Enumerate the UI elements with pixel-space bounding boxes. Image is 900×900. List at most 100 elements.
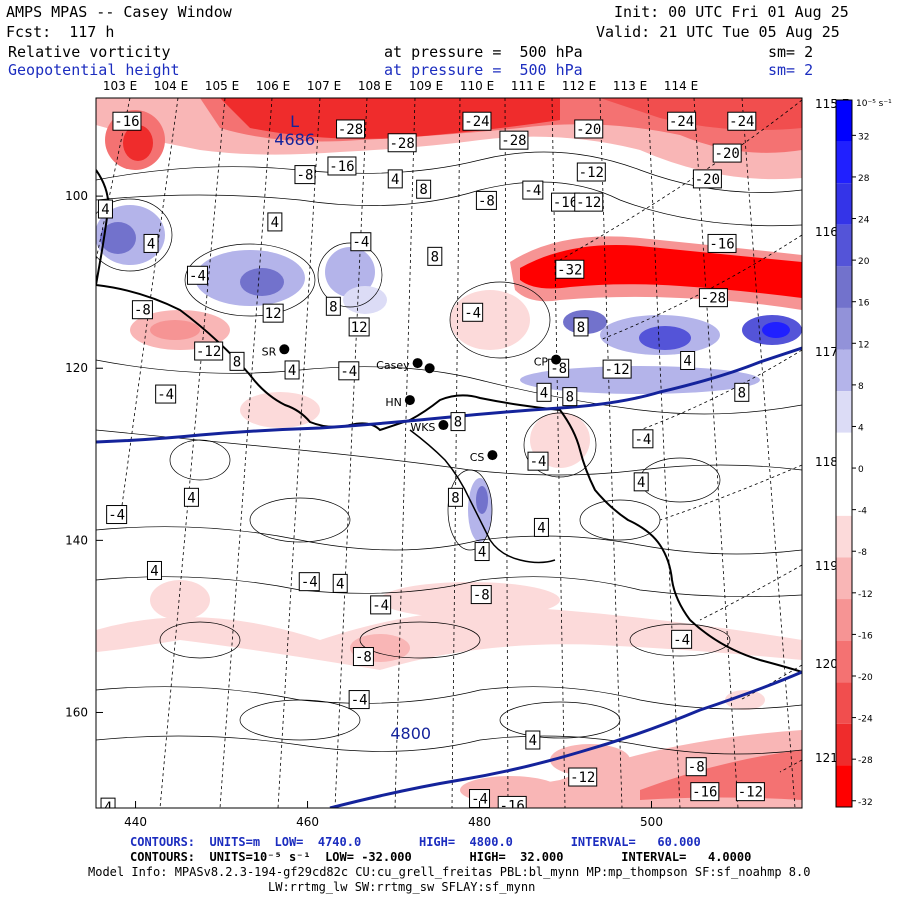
model-info-2: LW:rrtmg_lw SW:rrtmg_sw SFLAY:sf_mynn — [268, 880, 536, 894]
colorbar-label: -32 — [858, 798, 873, 808]
contour-label: -4 — [186, 265, 208, 285]
svg-text:-4: -4 — [189, 268, 206, 284]
plot-title: AMPS MPAS -- Casey Window — [6, 3, 232, 21]
y-tick-label: 100 — [65, 189, 88, 203]
field2-smoothing: sm= 2 — [768, 61, 814, 79]
colorbar-label: 16 — [858, 299, 870, 309]
contour-label: -4 — [462, 302, 484, 322]
svg-text:4: 4 — [537, 520, 545, 536]
svg-text:-8: -8 — [688, 760, 705, 776]
contour-label: -4 — [348, 690, 370, 710]
svg-text:4: 4 — [288, 363, 296, 379]
height-contour-4800 — [329, 670, 802, 808]
svg-text:4: 4 — [637, 475, 645, 491]
svg-text:-4: -4 — [157, 387, 174, 403]
colorbar-segment — [836, 141, 852, 184]
svg-text:-32: -32 — [557, 262, 582, 278]
x-tick-label: 460 — [296, 815, 319, 829]
svg-text:-16: -16 — [500, 798, 525, 814]
contour-label: -16 — [112, 111, 142, 131]
svg-text:-4: -4 — [524, 183, 541, 199]
colorbar-label: -8 — [858, 548, 867, 558]
svg-text:4: 4 — [104, 800, 112, 816]
contour-label: -4 — [155, 384, 177, 404]
colorbar-segment — [836, 100, 852, 142]
contour-label: 4 — [97, 199, 113, 219]
svg-text:-16: -16 — [553, 195, 578, 211]
contour-label: 4 — [284, 360, 300, 380]
vorticity-contours — [96, 151, 802, 755]
inner-coastline — [409, 429, 556, 564]
contour-label: 8 — [416, 179, 432, 199]
svg-text:4: 4 — [683, 353, 691, 369]
contour-label: -12 — [602, 359, 632, 379]
colorbar-label: 0 — [858, 465, 864, 475]
svg-text:-16: -16 — [329, 159, 354, 175]
colorbar-segment — [836, 515, 852, 558]
svg-text:-16: -16 — [709, 236, 734, 252]
contour-label: -4 — [350, 232, 372, 252]
colorbar-label: -20 — [858, 673, 873, 683]
contour-label: -20 — [574, 119, 604, 139]
contour-label: 12 — [262, 303, 284, 323]
contour-label: -4 — [527, 451, 549, 471]
x-tick-label: 500 — [640, 815, 663, 829]
top-lon-label: 110 E — [460, 79, 494, 93]
contour-label: -16 — [707, 233, 737, 253]
top-lon-label: 107 E — [307, 79, 341, 93]
svg-text:8: 8 — [454, 415, 462, 431]
station-marker: CS — [470, 450, 498, 464]
model-info-1: Model Info: MPASv8.2.3-194-gf29cd82c CU:… — [88, 865, 811, 879]
svg-text:-4: -4 — [634, 432, 651, 448]
contour-label: 8 — [229, 351, 245, 371]
field2-level: at pressure = 500 hPa — [384, 61, 583, 79]
colorbar-label: -12 — [858, 590, 873, 600]
contour-label: -4 — [522, 180, 544, 200]
svg-text:-28: -28 — [501, 133, 526, 149]
field1-name: Relative vorticity — [8, 43, 171, 61]
svg-text:8: 8 — [233, 354, 241, 370]
init-time: Init: 00 UTC Fri 01 Aug 25 — [614, 3, 849, 21]
contour-label: 4 — [146, 560, 162, 580]
svg-text:8: 8 — [566, 390, 574, 406]
top-lon-label: 111 E — [511, 79, 545, 93]
colorbar-label: 32 — [858, 132, 869, 142]
colorbar-label: -4 — [858, 507, 867, 517]
svg-text:-24: -24 — [729, 114, 754, 130]
contour-label: -12 — [576, 162, 606, 182]
contour-label: -20 — [692, 169, 722, 189]
svg-text:-4: -4 — [673, 632, 690, 648]
station-label: HN — [385, 396, 402, 409]
svg-text:4: 4 — [478, 545, 486, 561]
station-marker: SR — [262, 344, 290, 358]
contour-label: 8 — [325, 296, 341, 316]
contour-label: 12 — [348, 317, 370, 337]
svg-text:-28: -28 — [701, 291, 726, 307]
contour-label: -16 — [327, 156, 357, 176]
colorbar-label: -16 — [858, 631, 873, 641]
top-lon-label: 105 E — [205, 79, 239, 93]
height-contour-label: 4686 — [274, 130, 315, 149]
contour-label: 8 — [734, 382, 750, 402]
svg-text:-12: -12 — [738, 785, 763, 801]
contours-vorticity-info: CONTOURS: UNITS=10⁻⁵ s⁻¹ LOW= -32.000 HI… — [130, 850, 752, 864]
svg-text:-8: -8 — [550, 361, 567, 377]
contour-label: -20 — [712, 143, 742, 163]
svg-text:-8: -8 — [297, 168, 314, 184]
field2-name: Geopotential height — [8, 61, 180, 79]
svg-text:-20: -20 — [695, 172, 720, 188]
contour-label: -12 — [735, 782, 765, 802]
y-tick-label: 160 — [65, 705, 88, 719]
svg-text:-24: -24 — [464, 114, 489, 130]
svg-text:-16: -16 — [692, 785, 717, 801]
colorbar-label: -24 — [858, 715, 873, 725]
colorbar-label: 20 — [858, 257, 870, 267]
colorbar-segment — [836, 599, 852, 641]
contour-label: 4 — [633, 472, 649, 492]
colorbar-segment — [836, 557, 852, 600]
colorbar-segment — [836, 349, 852, 392]
contour-label: 4 — [332, 573, 348, 593]
svg-text:-4: -4 — [301, 575, 318, 591]
svg-text:8: 8 — [419, 182, 427, 198]
